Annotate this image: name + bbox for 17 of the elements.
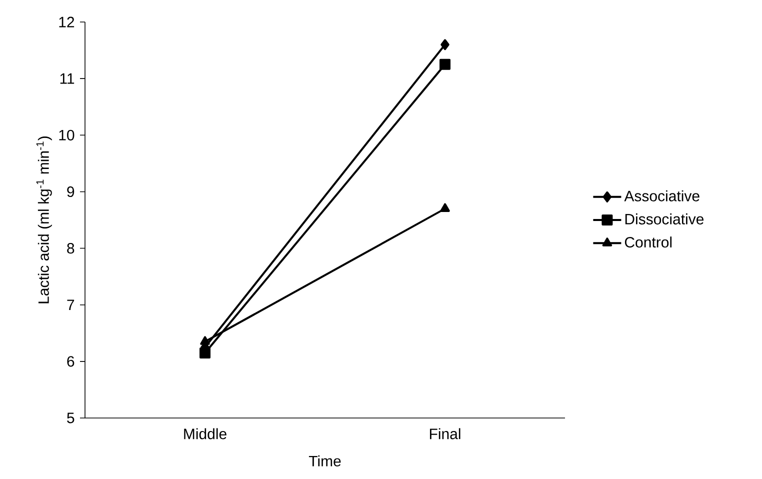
- x-tick-label: Final: [430, 428, 460, 440]
- legend-label: Dissociative: [625, 213, 704, 224]
- point: [440, 39, 450, 50]
- y-tick-label: 7: [67, 300, 74, 310]
- y-tick-label: 11: [60, 73, 74, 84]
- x-tick-label: Middle: [184, 428, 226, 440]
- y-tick-label: 8: [67, 242, 74, 254]
- y-tick-label: 9: [67, 186, 74, 198]
- point: [440, 58, 451, 70]
- y-tick-label: 10: [59, 130, 74, 140]
- y-tick-label: 6: [67, 356, 74, 367]
- x-axis-title: Time: [308, 455, 341, 466]
- legend-label: Associative: [624, 190, 700, 202]
- legend-label: Control: [624, 236, 672, 248]
- y-tick-label: 12: [59, 16, 74, 28]
- y-axis-title: Lactic acid (ml kg$^{-1}$ min$^{-1}$): [36, 136, 52, 304]
- y-tick-label: 5: [67, 412, 74, 424]
